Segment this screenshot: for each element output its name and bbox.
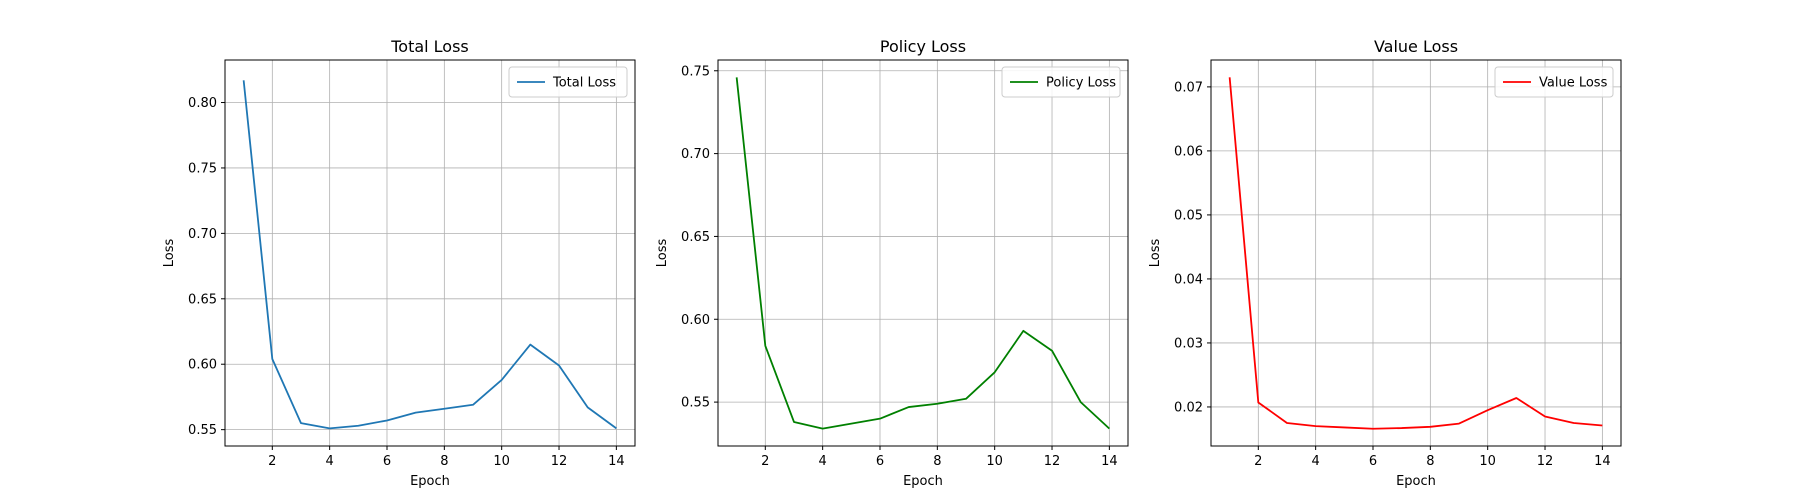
x-tick-label: 2 [1254,454,1262,469]
y-tick-label: 0.60 [188,358,217,373]
x-axis-label: Epoch [410,474,450,489]
x-tick-label: 6 [1369,454,1377,469]
y-tick-label: 0.06 [1174,144,1203,159]
x-tick-label: 14 [1594,454,1611,469]
legend-label: Total Loss [552,76,616,91]
y-axis-label: Loss [162,239,177,268]
series-line [735,77,1110,430]
axes-frame [224,59,636,447]
y-axis-label: Loss [1148,239,1163,268]
x-tick-label: 6 [383,454,391,469]
chart-panel-1: 2 4 6 8 10 12 14 0.55 0.60 0.65 0.70 0.75 0.80 Total … [162,37,636,489]
axes-frame [1210,59,1622,447]
series-line [1228,77,1603,430]
y-axis-label: Loss [655,239,670,268]
x-tick-label: 8 [1426,454,1434,469]
y-tick-label: 0.04 [1174,272,1203,287]
chart-panel-2: 2 4 6 8 10 12 14 0.55 0.60 0.65 0.70 0.75 Policy Los… [655,37,1129,489]
legend: Total Loss [508,66,628,98]
x-tick-label: 4 [1312,454,1320,469]
legend-label: Value Loss [1539,76,1608,91]
y-tick-label: 0.60 [681,313,710,328]
x-tick-label: 10 [986,454,1003,469]
x-tick-label: 14 [1101,454,1118,469]
y-tick-label: 0.70 [681,147,710,162]
y-tick-label: 0.80 [188,96,217,111]
legend-box [1494,66,1614,98]
x-tick-label: 4 [326,454,334,469]
axes-frame [717,59,1129,447]
legend-box [508,66,628,98]
chart-panel-3: 2 4 6 8 10 12 14 0.02 0.03 0.04 0.05 0.06 0.07 Value … [1148,37,1622,489]
y-tick-label: 0.65 [681,230,710,245]
x-tick-label: 2 [761,454,769,469]
y-tick-label: 0.55 [188,423,217,438]
x-axis-label: Epoch [903,474,943,489]
x-tick-label: 6 [876,454,884,469]
x-tick-label: 12 [1537,454,1554,469]
x-tick-label: 8 [440,454,448,469]
y-tick-label: 0.05 [1174,208,1203,223]
x-tick-label: 12 [1044,454,1061,469]
legend: Policy Loss [1001,66,1121,98]
x-axis-label: Epoch [1396,474,1436,489]
chart-title: Policy Loss [880,37,966,56]
y-tick-label: 0.75 [681,64,710,79]
y-tick-label: 0.65 [188,292,217,307]
x-tick-label: 2 [268,454,276,469]
chart-title: Total Loss [390,37,469,56]
legend-box [1001,66,1121,98]
series-line [242,80,617,430]
y-tick-label: 0.02 [1174,400,1203,415]
x-tick-label: 10 [1479,454,1496,469]
y-tick-label: 0.07 [1174,80,1203,95]
x-tick-label: 12 [551,454,568,469]
legend-label: Policy Loss [1046,76,1116,91]
y-tick-label: 0.03 [1174,336,1203,351]
chart-title: Value Loss [1374,37,1458,56]
x-tick-label: 10 [493,454,510,469]
x-tick-label: 14 [608,454,625,469]
y-tick-label: 0.55 [681,396,710,411]
legend: Value Loss [1494,66,1614,98]
x-tick-label: 4 [819,454,827,469]
y-tick-label: 0.75 [188,161,217,176]
x-tick-label: 8 [933,454,941,469]
y-tick-label: 0.70 [188,227,217,242]
